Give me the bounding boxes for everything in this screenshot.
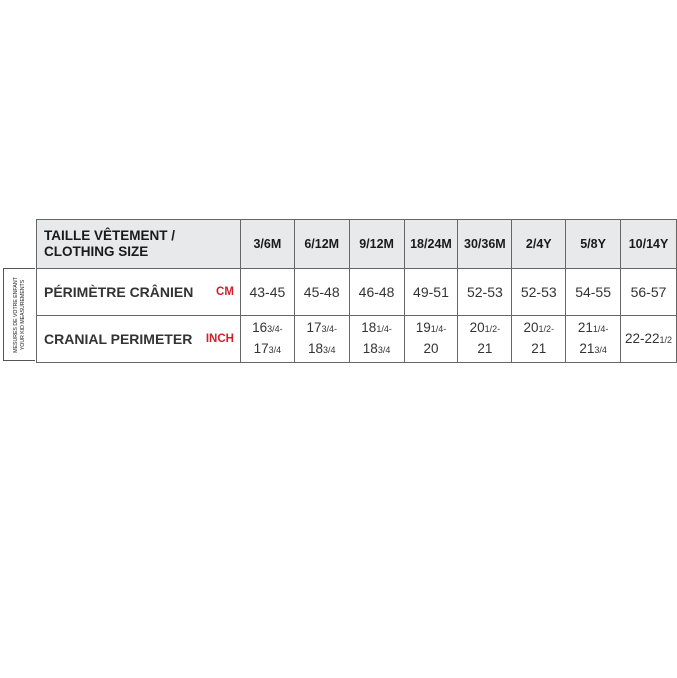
unit-label: INCH — [205, 333, 234, 345]
value-line: 201/2- — [512, 318, 565, 339]
value-fraction: 3/4- — [321, 324, 337, 334]
value-whole: 20 — [523, 320, 539, 335]
value-line: 21 — [458, 339, 511, 360]
value-line: 191/4- — [405, 318, 458, 339]
value-cell: 54-55 — [565, 268, 622, 316]
value-cell: 191/4- 20 — [403, 315, 459, 363]
value-whole: 21 — [579, 341, 595, 356]
measurements-side-label: MESURES DE VOTRE ENFANT YOUR KID MEASURE… — [3, 268, 35, 361]
value-whole: 18 — [361, 320, 377, 335]
value-fraction: 1/4- — [430, 324, 447, 334]
value-line: 181/4- — [350, 318, 404, 339]
value-line: 183/4 — [295, 339, 349, 360]
value-fraction: 1/2 — [659, 334, 673, 345]
value-whole: 18 — [307, 341, 323, 356]
value-whole: 21 — [577, 320, 593, 335]
size-header: 5/8Y — [565, 219, 622, 269]
value-cell: 45-48 — [293, 268, 350, 316]
value-fraction: 1/4- — [376, 324, 392, 334]
value-line: 22-221/2 — [621, 329, 676, 350]
value-fraction: 1/2- — [538, 324, 555, 334]
value-whole: 17 — [306, 320, 322, 335]
title-en: CLOTHING SIZE — [44, 244, 149, 259]
clothing-size-header: TAILLE VÊTEMENT / CLOTHING SIZE — [36, 219, 241, 269]
value-line: 183/4 — [350, 339, 404, 360]
value-fraction: 1/2- — [484, 324, 501, 334]
value-whole: 21 — [477, 341, 493, 356]
row-label: PÉRIMÈTRE CRÂNIEN CM — [36, 268, 241, 316]
row-label-text: CRANIAL PERIMETER — [44, 331, 193, 347]
value-cell: 43-45 — [239, 268, 295, 316]
size-header: 10/14Y — [620, 219, 677, 269]
value-fraction: 1/4- — [592, 324, 609, 334]
value-whole: 20 — [423, 341, 439, 356]
side-label-fr: MESURES DE VOTRE ENFANT — [12, 276, 19, 353]
row-label-text: PÉRIMÈTRE CRÂNIEN — [44, 284, 194, 300]
header-row: TAILLE VÊTEMENT / CLOTHING SIZE 3/6M 6/1… — [36, 219, 677, 269]
value-cell: 201/2- 21 — [457, 315, 513, 363]
value-whole: 16 — [252, 320, 268, 335]
value-line: 173/4 — [241, 339, 294, 360]
value-cell: 201/2- 21 — [511, 315, 567, 363]
value-fraction: 3/4 — [594, 345, 607, 355]
value-line: 21 — [512, 339, 565, 360]
value-line: 163/4- — [241, 318, 294, 339]
value-cell: 181/4- 183/4 — [348, 315, 405, 363]
value-fraction: 3/4 — [322, 345, 336, 355]
value-fraction: 3/4 — [377, 345, 391, 355]
size-header: 3/6M — [239, 219, 295, 269]
value-cell: 46-48 — [348, 268, 405, 316]
value-line: 20 — [405, 339, 458, 360]
size-header: 9/12M — [348, 219, 405, 269]
row-label: CRANIAL PERIMETER INCH — [36, 315, 241, 363]
value-line: 211/4- — [566, 318, 620, 339]
value-line: 173/4- — [295, 318, 349, 339]
table-row-cm: PÉRIMÈTRE CRÂNIEN CM 43-45 45-48 46-48 4… — [36, 268, 677, 316]
size-header: 18/24M — [403, 219, 459, 269]
table-row-inch: CRANIAL PERIMETER INCH 163/4- 173/4 173/4-… — [36, 315, 677, 363]
value-cell: 52-53 — [511, 268, 567, 316]
value-whole: 18 — [362, 341, 378, 356]
value-fraction: 3/4 — [268, 345, 282, 355]
value-cell: 22-221/2 — [620, 315, 677, 363]
value-cell: 56-57 — [620, 268, 677, 316]
size-chart-table: TAILLE VÊTEMENT / CLOTHING SIZE 3/6M 6/1… — [36, 219, 677, 363]
title-fr: TAILLE VÊTEMENT / — [44, 228, 175, 243]
value-whole: 20 — [469, 320, 485, 335]
value-whole: 22-22 — [624, 330, 660, 346]
size-header: 6/12M — [293, 219, 350, 269]
value-line: 213/4 — [566, 339, 620, 360]
value-cell: 49-51 — [403, 268, 459, 316]
value-fraction: 3/4- — [267, 324, 283, 334]
value-cell: 52-53 — [457, 268, 513, 316]
side-label-en: YOUR KID MEASUREMENTS — [19, 279, 26, 350]
unit-label: CM — [216, 286, 234, 298]
value-whole: 19 — [415, 320, 431, 335]
value-whole: 21 — [531, 341, 547, 356]
size-header: 2/4Y — [511, 219, 567, 269]
size-header: 30/36M — [457, 219, 513, 269]
value-cell: 163/4- 173/4 — [239, 315, 295, 363]
value-whole: 17 — [253, 341, 269, 356]
value-cell: 211/4- 213/4 — [565, 315, 622, 363]
value-cell: 173/4- 183/4 — [293, 315, 350, 363]
value-line: 201/2- — [458, 318, 511, 339]
